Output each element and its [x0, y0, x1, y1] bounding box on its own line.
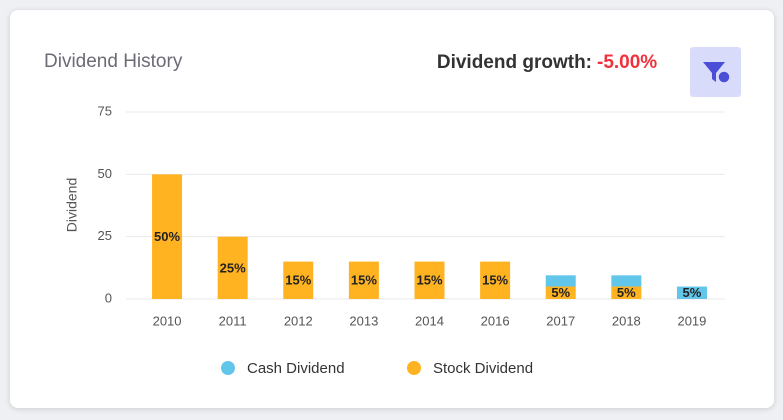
legend-label: Cash Dividend: [247, 360, 345, 377]
x-tick-label: 2010: [153, 313, 182, 328]
bar: [217, 236, 248, 299]
filter-button[interactable]: [690, 47, 741, 97]
legend-label: Stock Dividend: [433, 360, 533, 377]
y-tick-label: 75: [98, 103, 112, 118]
bar: [545, 275, 576, 287]
legend-swatch: [221, 361, 235, 375]
bar: [611, 286, 642, 299]
data-label: 15%: [351, 273, 377, 288]
x-tick-label: 2011: [219, 313, 247, 328]
bar: [348, 261, 379, 299]
dollar-badge: [717, 70, 731, 84]
x-tick-label: 2014: [415, 313, 444, 328]
y-tick-label: 0: [105, 290, 112, 305]
legend-swatch: [407, 361, 421, 375]
data-label: 15%: [416, 273, 442, 288]
growth-label: Dividend growth:: [437, 52, 592, 73]
data-label: 15%: [285, 273, 311, 288]
bar: [414, 261, 445, 299]
growth-value: -5.00%: [597, 52, 657, 73]
bar: [545, 286, 576, 299]
data-label: 15%: [482, 273, 508, 288]
x-tick-label: 2016: [481, 313, 510, 328]
bar: [611, 275, 642, 287]
y-axis-label: Dividend: [64, 178, 80, 232]
x-tick-label: 2017: [546, 313, 575, 328]
bar: [283, 261, 314, 299]
data-label: 5%: [683, 285, 702, 300]
bar: [152, 174, 183, 299]
chart-title: Dividend History: [44, 51, 183, 72]
data-label: 50%: [154, 229, 180, 244]
x-tick-label: 2012: [284, 313, 313, 328]
x-tick-label: 2018: [612, 313, 641, 328]
funnel-icon: [703, 62, 725, 82]
x-tick-label: 2013: [349, 313, 378, 328]
data-label: 5%: [617, 285, 636, 300]
x-tick-label: 2019: [677, 313, 706, 328]
data-label: 25%: [220, 260, 246, 275]
card: [10, 10, 774, 408]
data-label: 5%: [551, 285, 570, 300]
y-tick-label: 25: [98, 228, 112, 243]
y-tick-label: 50: [98, 166, 112, 181]
bar: [676, 286, 707, 299]
bar: [480, 261, 511, 299]
